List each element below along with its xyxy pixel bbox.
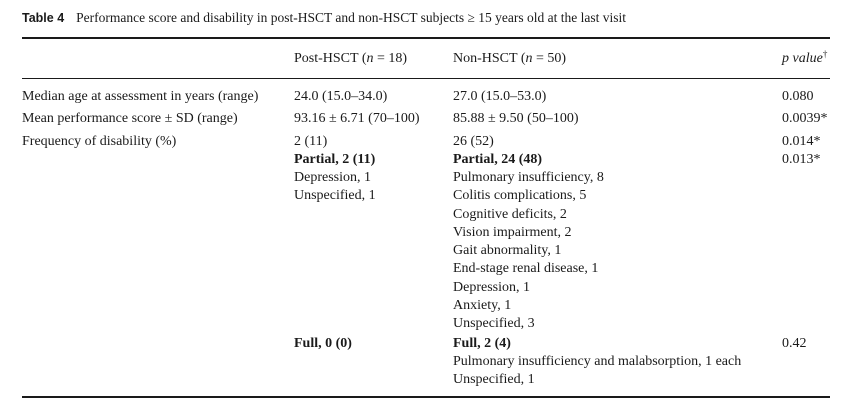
table: Table 4 Performance score and disability … — [22, 0, 830, 404]
partial-non-item: End-stage renal disease, 1 — [453, 261, 599, 276]
row-perf-non: 85.88 ± 9.50 (50–100) — [453, 111, 579, 126]
row-freq-post: 2 (11) — [294, 134, 328, 149]
header-post-hsct-label: Post-HSCT — [294, 51, 359, 66]
header-p-value-mark: † — [822, 49, 828, 59]
top-rule — [22, 37, 830, 39]
partial-non-item: Depression, 1 — [453, 280, 530, 295]
partial-post-item: Depression, 1 — [294, 170, 371, 185]
header-post-hsct: Post-HSCT (n = 18) — [294, 50, 407, 68]
header-non-hsct-label: Non-HSCT — [453, 51, 518, 66]
row-full-p: 0.42 — [782, 336, 807, 351]
partial-non-item: Gait abnormality, 1 — [453, 243, 562, 258]
partial-non-item: Vision impairment, 2 — [453, 225, 572, 240]
header-rule — [22, 78, 830, 79]
header-p-value: p value† — [782, 50, 827, 68]
header-post-hsct-n: (n = 18) — [361, 51, 408, 66]
row-partial-non: Partial, 24 (48) — [453, 152, 543, 167]
table-title: Performance score and disability in post… — [76, 10, 626, 25]
partial-non-item: Colitis complications, 5 — [453, 188, 587, 203]
row-age-non: 27.0 (15.0–53.0) — [453, 89, 547, 104]
row-perf-post: 93.16 ± 6.71 (70–100) — [294, 111, 420, 126]
full-non-item: Unspecified, 1 — [453, 372, 535, 387]
table-caption: Table 4 Performance score and disability … — [22, 10, 626, 26]
header-p-value-label: p value — [782, 51, 823, 66]
table-label: Table 4 — [22, 11, 65, 25]
partial-non-item: Pulmonary insufficiency, 8 — [453, 170, 604, 185]
row-age-p: 0.080 — [782, 89, 814, 104]
row-freq-p: 0.014* — [782, 134, 821, 149]
row-partial-p: 0.013* — [782, 152, 821, 167]
row-perf-p: 0.0039* — [782, 111, 828, 126]
header-non-hsct: Non-HSCT (n = 50) — [453, 50, 566, 68]
bottom-rule — [22, 396, 830, 398]
row-full-post: Full, 0 (0) — [294, 336, 352, 351]
partial-non-item: Unspecified, 3 — [453, 316, 535, 331]
partial-post-item: Unspecified, 1 — [294, 188, 376, 203]
row-age-post: 24.0 (15.0–34.0) — [294, 89, 388, 104]
row-full-non: Full, 2 (4) — [453, 336, 511, 351]
row-age-label: Median age at assessment in years (range… — [22, 89, 259, 104]
row-freq-non: 26 (52) — [453, 134, 494, 149]
row-perf-label: Mean performance score ± SD (range) — [22, 111, 238, 126]
partial-non-item: Cognitive deficits, 2 — [453, 207, 567, 222]
partial-non-item: Anxiety, 1 — [453, 298, 512, 313]
row-partial-post: Partial, 2 (11) — [294, 152, 376, 167]
row-freq-label: Frequency of disability (%) — [22, 134, 177, 149]
header-non-hsct-n: (n = 50) — [520, 51, 567, 66]
full-non-item: Pulmonary insufficiency and malabsorptio… — [453, 354, 742, 369]
